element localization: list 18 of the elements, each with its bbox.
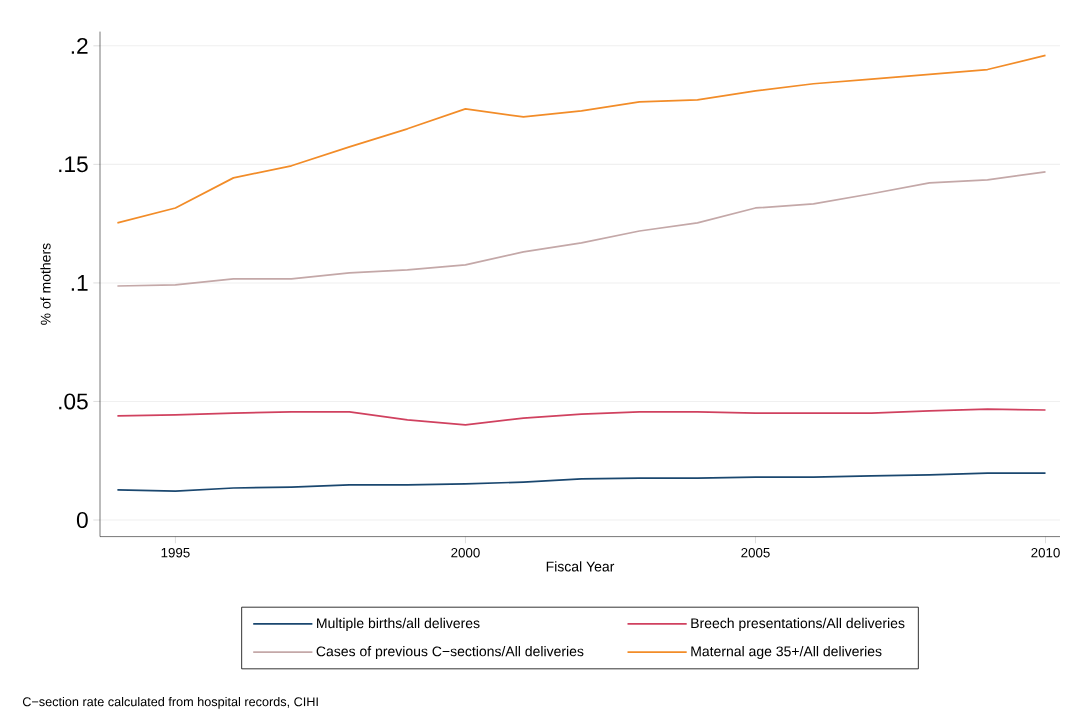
y-tick-label: .1	[71, 275, 88, 291]
legend-label: Cases of previous C−sections/All deliveries	[316, 646, 584, 660]
x-tick-label: 2000	[451, 547, 480, 558]
x-axis-title: Fiscal Year	[546, 561, 615, 572]
text: C−section rate calculated from hospital records, CIHI	[22, 696, 318, 709]
x-tick-label: 2005	[741, 547, 770, 558]
legend-label: Maternal age 35+/All deliveries	[691, 646, 882, 660]
y-tick-label: .2	[71, 37, 88, 54]
y-tick-label: 0	[76, 511, 88, 529]
y-axis-title: % of mothers	[40, 243, 51, 325]
line-series	[116, 171, 1047, 287]
line-series	[116, 472, 1047, 492]
x-tick-label: 2010	[1031, 547, 1060, 558]
x-tick-label: 1995	[161, 547, 190, 558]
y-tick-label: .15	[59, 156, 88, 173]
legend-label: Breech presentations/All deliveries	[691, 617, 905, 631]
legend-label: Multiple births/all deliveres	[317, 617, 480, 631]
y-tick-label: .05	[59, 393, 88, 410]
